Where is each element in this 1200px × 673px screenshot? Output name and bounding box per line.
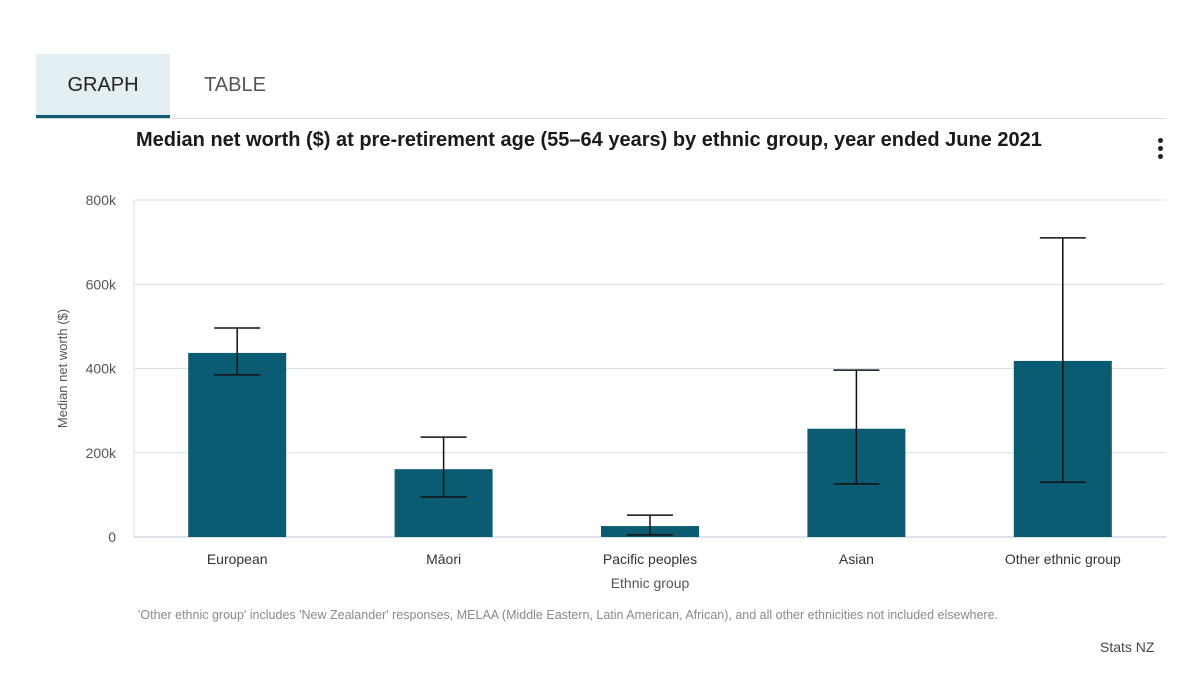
tab-graph[interactable]: GRAPH bbox=[36, 54, 170, 118]
y-tick-label: 800k bbox=[86, 192, 117, 208]
x-axis-title: Ethnic group bbox=[611, 575, 690, 591]
y-tick-label: 400k bbox=[86, 361, 117, 377]
y-tick-label: 200k bbox=[86, 445, 117, 461]
bar bbox=[188, 352, 287, 537]
x-tick-label: European bbox=[207, 551, 268, 567]
chart-title: Median net worth ($) at pre-retirement a… bbox=[136, 129, 1042, 151]
footnote: 'Other ethnic group' includes 'New Zeala… bbox=[138, 608, 999, 622]
source-credit: Stats NZ bbox=[1100, 639, 1155, 655]
x-tick-label: Pacific peoples bbox=[603, 551, 697, 567]
x-tick-label: Asian bbox=[839, 551, 874, 567]
y-axis-title: Median net worth ($) bbox=[55, 309, 70, 428]
y-tick-label: 600k bbox=[86, 276, 117, 292]
y-tick-label: 0 bbox=[108, 529, 116, 545]
x-tick-label: Māori bbox=[426, 551, 461, 567]
x-tick-label: Other ethnic group bbox=[1005, 551, 1121, 567]
more-vertical-icon[interactable] bbox=[1150, 134, 1172, 164]
tab-table[interactable]: TABLE bbox=[204, 74, 266, 96]
tab-bar: GRAPH TABLE bbox=[36, 54, 1166, 119]
